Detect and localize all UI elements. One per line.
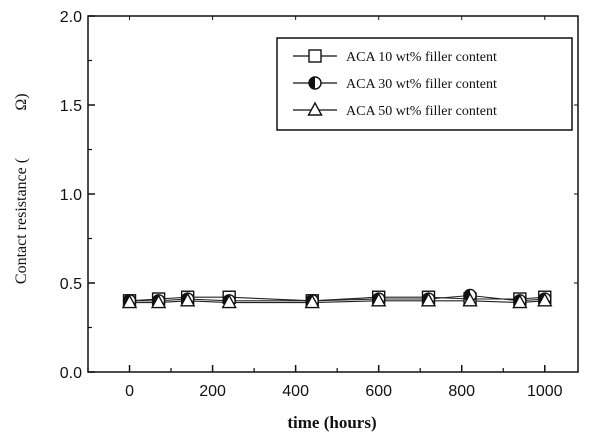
series-3-point [512,294,528,309]
series-3-point [371,292,387,307]
y-tick-label: 0.5 [60,276,82,293]
legend-label: ACA 50 wt% filler content [346,104,497,119]
series-3-point [304,294,320,309]
legend-entries: ACA 10 wt% filler content ACA 30 wt% fill… [293,49,497,119]
y-axis-title-unit: Ω) [13,93,30,110]
legend-label: ACA 30 wt% filler content [346,77,497,92]
series-line-1 [129,296,545,302]
legend-marker [308,49,322,63]
series-3-point [121,294,138,309]
series-line-3 [129,300,545,304]
series-line-2 [129,294,545,302]
x-tick-label: 200 [199,383,226,400]
series-layer [121,288,553,309]
series-3-point [462,292,478,307]
series-3-point [221,294,237,309]
x-axis-ticks: 0 200 400 600 800 1000 [87,16,563,400]
y-tick-label: 1.5 [60,98,82,115]
series-3-point [537,292,553,307]
x-tick-label: 600 [365,383,392,400]
legend-label: ACA 10 wt% filler content [346,50,497,65]
y-axis-title: Contact resistance ( Ω) [13,93,30,284]
x-axis-title: time (hours) [287,413,376,432]
x-tick-label: 400 [282,383,309,400]
series-3-point [420,292,437,307]
y-tick-label: 1.0 [60,187,82,204]
x-tick-label: 800 [448,383,475,400]
legend: ACA 10 wt% filler content ACA 30 wt% fill… [276,37,573,131]
legend-marker [307,101,323,116]
series-3-point [179,292,196,307]
legend-box [276,37,573,131]
y-axis-ticks: 0.0 0.5 1.0 1.5 2.0 [60,9,578,382]
x-tick-label: 1000 [527,383,563,400]
legend-marker [308,76,322,90]
y-axis-title-main: Contact resistance ( [13,158,30,284]
series-3-point [150,294,167,309]
y-tick-label: 2.0 [60,9,82,26]
x-tick-label: 0 [125,383,134,400]
y-tick-label: 0.0 [60,365,82,382]
